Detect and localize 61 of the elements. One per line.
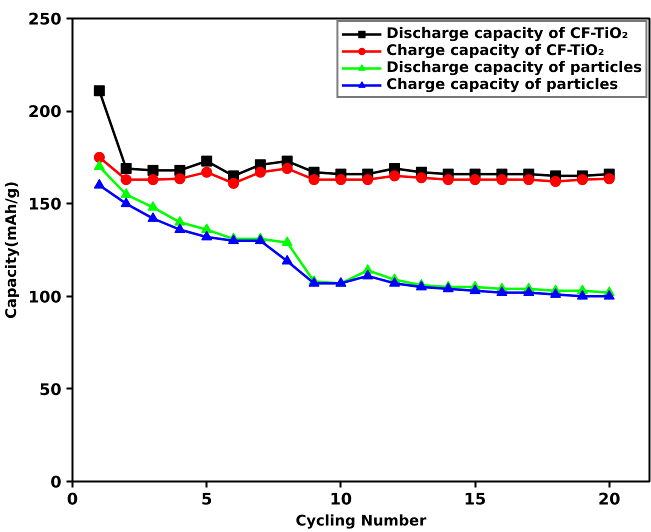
point <box>254 166 266 178</box>
x-tick-label: 10 <box>330 490 352 508</box>
point <box>174 173 186 184</box>
point <box>201 156 212 167</box>
point <box>282 236 293 246</box>
point <box>470 284 481 294</box>
y-tick-label: 0 <box>50 472 62 492</box>
point <box>120 163 132 174</box>
legend-label: Discharge capacity of CF-TiO₂ <box>386 25 628 42</box>
point <box>308 174 320 186</box>
point <box>389 277 400 287</box>
x-tick-label: 15 <box>464 490 486 508</box>
point <box>523 174 534 186</box>
point <box>148 201 159 211</box>
y-axis-title: Capacity(mAh/g) <box>3 181 20 319</box>
y-tick-label: 50 <box>39 380 62 399</box>
point <box>120 188 132 198</box>
point <box>148 174 159 186</box>
y-tick-label: 200 <box>28 102 62 122</box>
legend-label: Discharge capacity of particles <box>386 59 642 76</box>
point <box>148 212 159 222</box>
point <box>148 164 159 176</box>
x-tick-label: 5 <box>201 490 212 508</box>
point <box>120 197 132 208</box>
point <box>362 270 374 280</box>
point <box>94 178 105 189</box>
y-tick-label: 150 <box>28 194 62 214</box>
point <box>604 173 615 184</box>
point <box>389 170 400 182</box>
point <box>604 290 615 300</box>
legend-label: Charge capacity of CF-TiO₂ <box>386 42 604 59</box>
x-axis-title: Cycling Number <box>296 512 428 530</box>
x-tick-label: 20 <box>598 490 620 508</box>
point <box>174 223 186 234</box>
point <box>576 174 588 186</box>
point <box>94 160 105 170</box>
point <box>120 174 132 186</box>
point <box>94 152 105 163</box>
point <box>442 174 454 186</box>
x-tick-label: 0 <box>66 490 78 508</box>
point <box>201 166 212 178</box>
point <box>282 163 293 174</box>
point <box>362 174 374 186</box>
point <box>94 85 105 96</box>
point <box>576 290 588 300</box>
point <box>470 174 481 186</box>
y-tick-label: 100 <box>28 287 62 306</box>
point <box>335 174 346 186</box>
point <box>228 178 240 189</box>
point <box>201 230 212 240</box>
point <box>550 176 562 187</box>
y-tick-label: 250 <box>28 10 62 28</box>
legend-label: Charge capacity of particles <box>386 76 618 93</box>
point <box>550 288 562 298</box>
point <box>496 174 508 186</box>
point <box>523 286 534 296</box>
point <box>496 286 508 296</box>
point <box>282 254 293 264</box>
point <box>174 216 186 226</box>
point <box>201 223 212 234</box>
point <box>416 172 427 184</box>
